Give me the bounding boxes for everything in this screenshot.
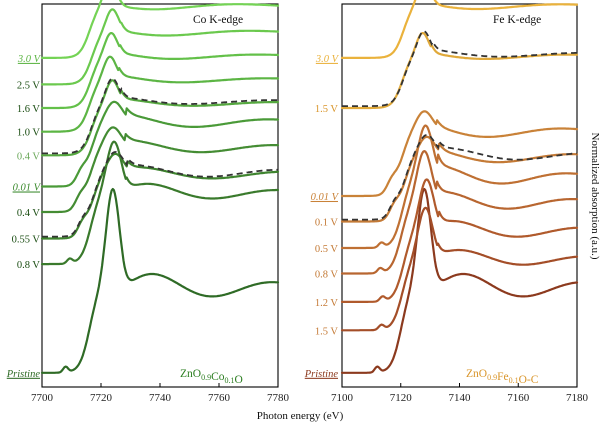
series-label: 0.01 V xyxy=(311,192,340,203)
series-line xyxy=(340,187,579,374)
x-tick-label: 7720 xyxy=(90,392,113,404)
x-tick-label: 7760 xyxy=(208,392,231,404)
series-label: 1.0 V xyxy=(17,128,41,139)
x-tick-label: 7700 xyxy=(31,392,54,404)
series-label: 1.2 V xyxy=(315,298,339,309)
series-label: 0.8 V xyxy=(315,270,339,281)
panel-2: 7100 7120 7140 7160 7180 Pristine 1.5 V 1.2 V 0.… xyxy=(304,0,589,404)
reference-dashed-line xyxy=(42,77,279,155)
series-line xyxy=(40,140,280,266)
series-line xyxy=(40,126,280,214)
series-label: 0.8 V xyxy=(17,260,41,271)
series-line xyxy=(40,0,280,59)
series-line xyxy=(40,8,280,86)
x-tick-label: 7780 xyxy=(267,392,290,404)
reference-dashed-line xyxy=(342,30,577,107)
panel-title: Co K-edge xyxy=(193,14,243,26)
series-line xyxy=(340,32,579,110)
series-line xyxy=(40,32,280,110)
series-line xyxy=(40,55,280,133)
series-label: 0.55 V xyxy=(12,235,41,246)
series-label: 3.0 V xyxy=(17,54,42,65)
x-tick-label: 7740 xyxy=(149,392,172,404)
series-label: 1.5 V xyxy=(315,104,339,115)
series-line xyxy=(40,79,280,157)
series-label: 2.5 V xyxy=(17,80,41,91)
series-label: Pristine xyxy=(6,369,41,380)
x-tick-label: 7160 xyxy=(507,392,530,404)
x-tick-label: 7180 xyxy=(566,392,589,404)
sample-label: ZnO0.9Fe0.1O-C xyxy=(466,368,539,386)
series-label: 0.4 V xyxy=(17,151,41,162)
x-axis-label: Photon energy (eV) xyxy=(257,410,344,422)
sample-label: ZnO0.9Co0.1O xyxy=(180,368,243,386)
series-line xyxy=(340,124,579,250)
series-line xyxy=(340,150,579,275)
series-label: 0.5 V xyxy=(315,244,339,255)
series-line xyxy=(340,178,579,303)
series-label: 3.0 V xyxy=(315,54,340,65)
reference-dashed-line xyxy=(42,151,279,238)
series-line xyxy=(340,206,579,332)
panel-title: Fe K-edge xyxy=(493,14,541,26)
series-label: 1.6 V xyxy=(17,104,41,115)
x-tick-label: 7100 xyxy=(331,392,354,404)
series-label: 0.4 V xyxy=(17,208,41,219)
series-label: 1.5 V xyxy=(315,326,339,337)
y-axis-label: Normalized absorption (a.u.) xyxy=(589,132,600,259)
panel-1: 7700 7720 7740 7760 7780 Pristine 0.8 V 0.55 V 0… xyxy=(6,0,290,404)
x-tick-label: 7120 xyxy=(390,392,413,404)
series-line xyxy=(340,0,579,59)
x-tick-label: 7140 xyxy=(449,392,472,404)
series-label: 0.1 V xyxy=(315,218,339,229)
series-label: Pristine xyxy=(304,369,339,380)
series-line xyxy=(40,187,280,374)
reference-dashed-line xyxy=(342,134,578,221)
series-line xyxy=(340,110,579,198)
series-line xyxy=(40,100,280,188)
series-label: 0.01 V xyxy=(13,183,42,194)
